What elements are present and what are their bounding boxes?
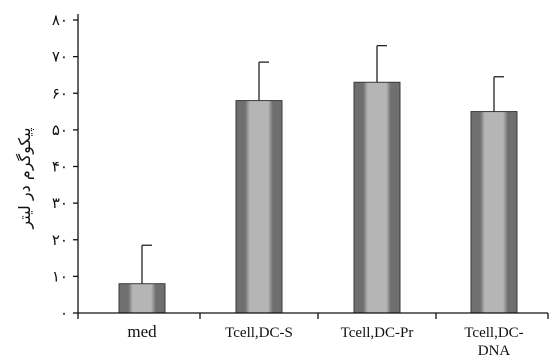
y-tick-label: ۳۰ (52, 194, 68, 212)
bar-2 (235, 100, 283, 314)
x-category-label: Tcell,DC-S (225, 325, 293, 341)
y-tick-label: ۴۰ (52, 158, 68, 176)
y-tick-label: ۵۰ (52, 121, 68, 139)
y-tick-label: ۲۰ (52, 231, 68, 249)
x-category-label: Tcell,DC-Pr (341, 325, 414, 341)
x-axis: med Tcell,DC-S Tcell,DC-Pr Tcell,DC-DNA (77, 312, 549, 359)
y-tick-label: ۸۰ (52, 11, 68, 29)
y-tick-label: ۶۰ (52, 84, 68, 102)
bars (118, 44, 518, 314)
y-axis: ۰ ۱۰ ۲۰ ۳۰ ۴۰ ۵۰ ۶۰ ۷۰ ۸۰ (52, 11, 79, 322)
y-tick-label: ۷۰ (52, 48, 68, 66)
y-axis-title: پیکوگرم در لیتر (15, 127, 35, 229)
y-tick-label: ۰ (60, 304, 68, 322)
bar-1 (118, 283, 166, 314)
y-tick-label: ۱۰ (52, 267, 68, 285)
x-category-label: med (127, 322, 157, 341)
bar-3 (353, 81, 401, 314)
x-category-label: Tcell,DC-DNA (464, 325, 523, 359)
bar-4 (470, 111, 518, 314)
